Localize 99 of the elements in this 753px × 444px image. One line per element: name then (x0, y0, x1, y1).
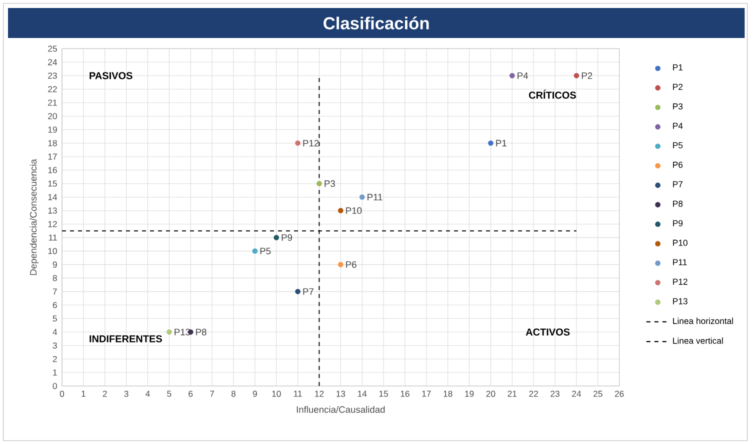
text: P10 (346, 207, 362, 214)
text: P11 (368, 194, 382, 200)
x-tick-label: 15 (379, 390, 388, 397)
y-tick-label: 15 (48, 180, 57, 187)
y-tick-label: 17 (48, 154, 57, 160)
y-tick-label: 22 (48, 86, 57, 92)
x-tick-label: 7 (210, 390, 214, 397)
y-tick-label: 5 (52, 316, 57, 322)
chart-title: Clasificación (324, 16, 429, 30)
point (295, 140, 300, 146)
x-tick-label: 4 (146, 390, 150, 397)
legend-label: P5 (673, 142, 683, 148)
x-tick-label: 22 (529, 390, 538, 397)
y-tick-label: 1 (53, 370, 57, 376)
point (509, 72, 515, 78)
point (295, 288, 300, 294)
y-tick-label: 13 (48, 208, 57, 214)
y-tick-label: 12 (48, 221, 57, 228)
legend-label: Linea vertical (673, 337, 723, 344)
x-tick-label: 1 (82, 390, 86, 397)
y-tick-label: 20 (48, 113, 57, 120)
annotation: CRÍTICOS (528, 90, 576, 99)
legend-label: P4 (673, 122, 683, 129)
legend-label: Linea horizontal (673, 318, 733, 324)
x-tick-label: 11 (294, 390, 302, 397)
x-tick-label: 14 (358, 390, 367, 397)
y-tick-label: 23 (48, 72, 57, 79)
x-tick-label: 18 (444, 390, 452, 397)
x-tick-label: 6 (188, 390, 193, 397)
y-tick-label: 18 (48, 140, 57, 146)
legend-label: P12 (673, 278, 688, 285)
legend-label: P11 (673, 259, 687, 266)
y-tick-label: 25 (48, 46, 57, 52)
x-tick-label: 5 (167, 390, 172, 397)
x-tick-label: 16 (400, 390, 410, 397)
y-tick-label: 14 (48, 194, 58, 200)
annotation: INDIFERENTES (90, 335, 162, 342)
x-axis-title: Influencia/Causalidad (296, 406, 385, 413)
x-tick-label: 2 (102, 390, 107, 397)
y-tick-label: 10 (48, 248, 57, 254)
x-tick-label: 8 (231, 390, 236, 397)
legend-label: P1 (673, 64, 683, 70)
x-tick-label: 0 (60, 390, 64, 397)
y-tick-label: 9 (52, 262, 57, 268)
point (274, 234, 280, 240)
point (488, 140, 494, 146)
text: P1 (496, 140, 506, 146)
text: P3 (324, 180, 335, 187)
x-tick-label: 10 (272, 390, 281, 397)
y-axis-title: Dependencia/Consecuencia (30, 158, 39, 275)
y-tick-label: 0 (52, 382, 57, 390)
legend-label: P8 (673, 200, 683, 207)
legend-label: P6 (673, 162, 683, 168)
x-tick-label: 13 (336, 390, 346, 397)
legend-label: P7 (673, 181, 683, 188)
x-tick-label: 12 (315, 390, 324, 397)
text: P5 (260, 248, 271, 254)
x-tick-label: 17 (422, 390, 431, 397)
x-tick-label: 23 (550, 390, 560, 397)
point (338, 208, 344, 214)
y-tick-label: 3 (52, 342, 57, 349)
annotation: PASIVOS (90, 72, 132, 80)
text: P7 (303, 288, 314, 295)
text: P9 (282, 234, 292, 241)
x-tick-label: 21 (508, 390, 517, 397)
y-tick-label: 16 (48, 167, 57, 174)
x-tick-label: 26 (614, 390, 624, 397)
point (338, 262, 344, 268)
legend-label: P2 (673, 84, 683, 90)
point (316, 180, 322, 186)
y-tick-label: 4 (52, 329, 58, 336)
text: P6 (346, 261, 356, 268)
legend-label: P3 (673, 103, 683, 110)
y-tick-label: 19 (48, 126, 57, 133)
y-tick-label: 6 (52, 302, 57, 308)
point (574, 72, 580, 78)
x-tick-label: 20 (486, 390, 496, 397)
x-tick-label: 19 (465, 390, 474, 397)
text: P2 (582, 72, 592, 79)
text: P4 (518, 72, 528, 79)
y-tick-label: 2 (52, 356, 57, 362)
y-tick-label: 8 (52, 274, 57, 282)
y-tick-label: 24 (48, 59, 58, 66)
y-tick-label: 11 (48, 234, 57, 241)
legend-label: P9 (673, 220, 683, 226)
legend-label: P10 (673, 240, 688, 246)
point (359, 194, 365, 200)
legend-label: P13 (673, 298, 688, 304)
point (166, 329, 172, 335)
y-tick-label: 7 (52, 288, 57, 295)
annotation: ACTIVOS (526, 328, 570, 336)
text: P12 (303, 140, 319, 146)
x-tick-label: 3 (124, 390, 128, 397)
x-tick-label: 24 (572, 390, 582, 397)
x-tick-label: 9 (252, 390, 257, 397)
point (252, 248, 258, 254)
text: P8 (196, 328, 206, 336)
y-tick-label: 21 (48, 100, 57, 106)
x-tick-label: 25 (594, 390, 602, 397)
